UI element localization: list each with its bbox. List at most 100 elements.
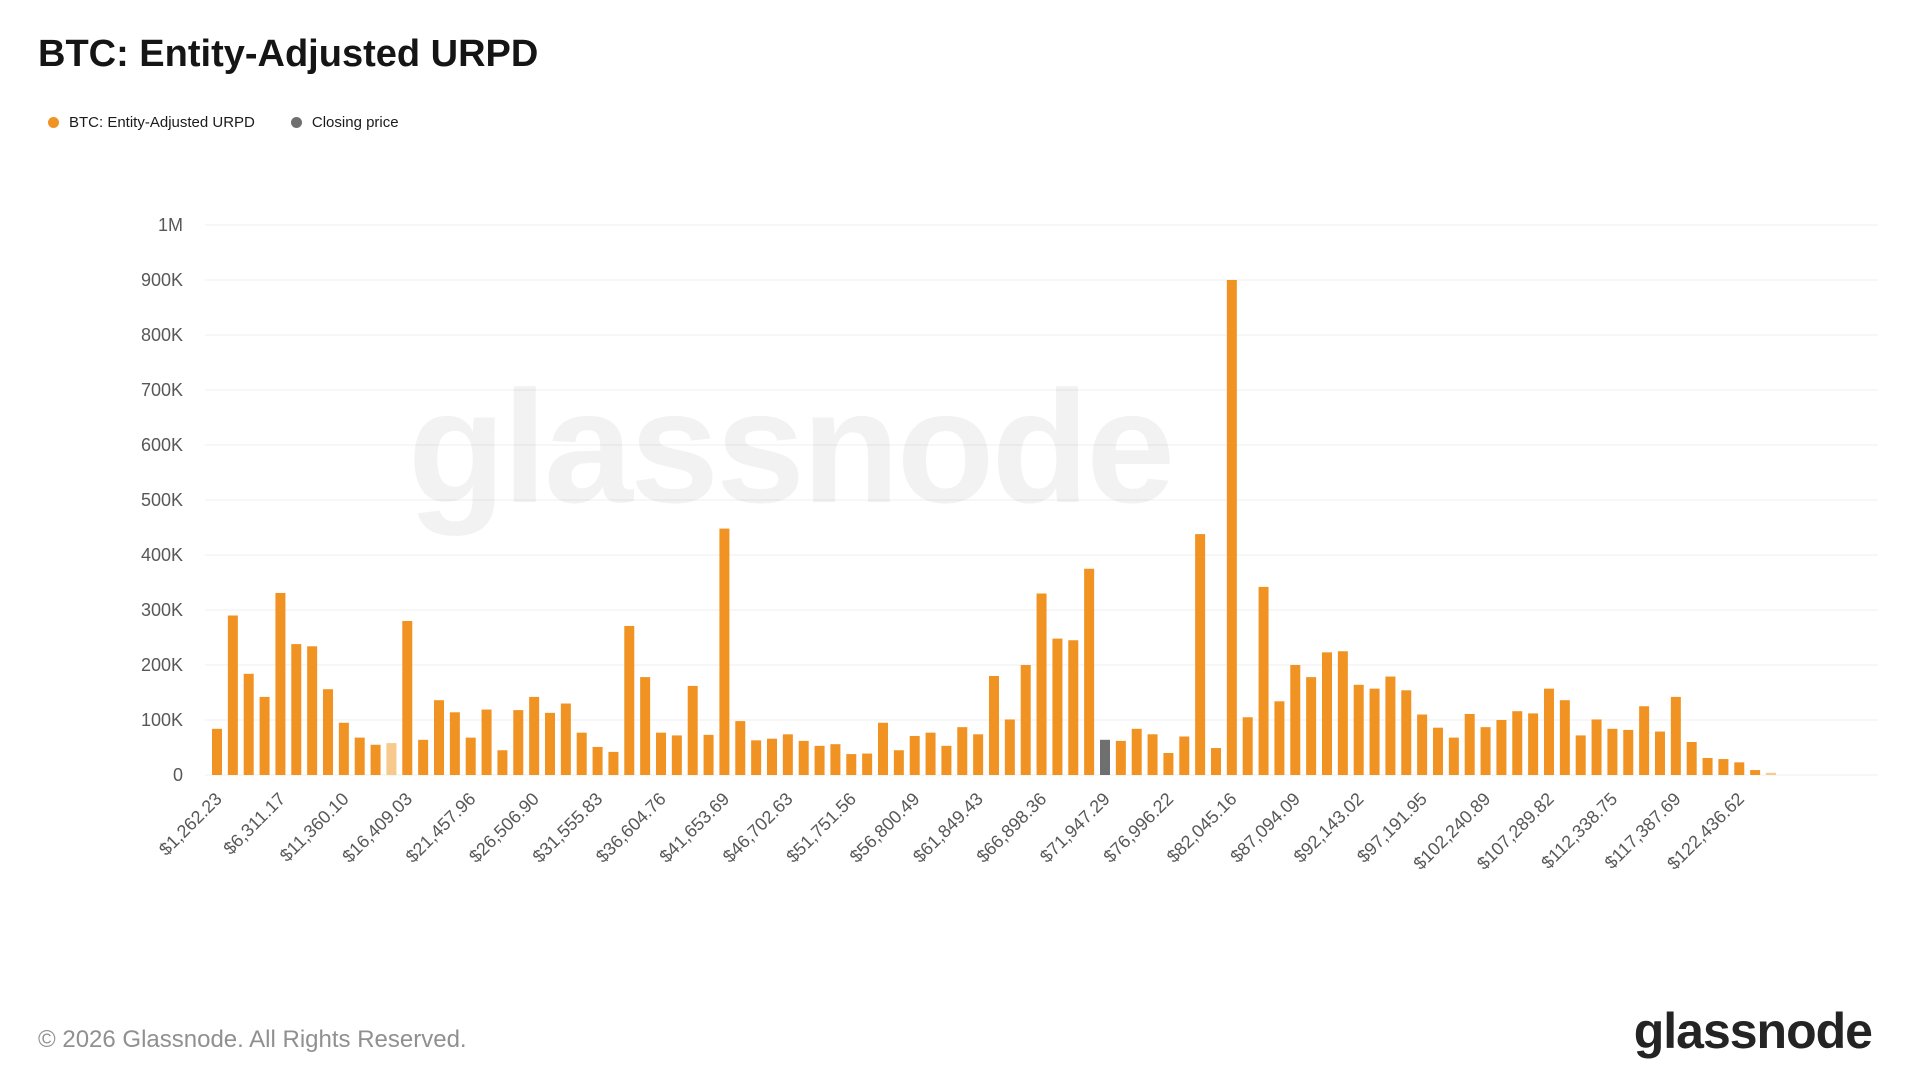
urpd-bar[interactable] (1068, 640, 1079, 775)
urpd-bar[interactable] (1512, 711, 1523, 775)
urpd-bar[interactable] (1639, 706, 1650, 775)
legend-item-urpd[interactable]: BTC: Entity-Adjusted URPD (48, 114, 255, 131)
urpd-bar[interactable] (465, 737, 476, 775)
urpd-bar[interactable] (909, 735, 920, 775)
urpd-bar[interactable] (227, 615, 238, 776)
urpd-bar[interactable] (386, 743, 397, 775)
urpd-bar[interactable] (1163, 753, 1174, 775)
urpd-bar[interactable] (1543, 688, 1554, 775)
closing-price-bar[interactable] (1099, 739, 1110, 775)
urpd-bar[interactable] (1496, 720, 1507, 775)
urpd-bar[interactable] (1765, 772, 1776, 775)
urpd-bar[interactable] (1750, 770, 1761, 775)
urpd-bar[interactable] (481, 709, 492, 775)
urpd-bar[interactable] (1734, 762, 1745, 775)
urpd-bar[interactable] (767, 738, 777, 775)
urpd-bar[interactable] (798, 740, 809, 775)
urpd-bar[interactable] (307, 646, 318, 775)
urpd-bar[interactable] (545, 712, 555, 775)
urpd-bar[interactable] (370, 744, 381, 775)
urpd-bar[interactable] (1004, 719, 1015, 775)
urpd-bar[interactable] (1369, 688, 1380, 775)
urpd-bar[interactable] (624, 625, 635, 775)
urpd-bar[interactable] (941, 745, 952, 775)
urpd-bar[interactable] (877, 722, 888, 775)
urpd-bar[interactable] (1131, 728, 1142, 775)
urpd-bar[interactable] (1147, 734, 1158, 775)
urpd-bar[interactable] (1274, 701, 1285, 775)
urpd-bar[interactable] (1559, 700, 1570, 775)
urpd-bar[interactable] (846, 754, 857, 775)
urpd-bar[interactable] (1591, 719, 1602, 775)
urpd-bar[interactable] (529, 696, 540, 775)
urpd-bar[interactable] (735, 721, 746, 775)
urpd-bar[interactable] (418, 739, 429, 775)
urpd-bar[interactable] (1623, 729, 1634, 775)
urpd-bar[interactable] (1353, 684, 1364, 775)
urpd-bar[interactable] (1290, 665, 1301, 775)
urpd-bar[interactable] (1195, 534, 1206, 775)
urpd-bar[interactable] (1417, 714, 1428, 776)
urpd-bar[interactable] (988, 676, 999, 775)
urpd-bar[interactable] (243, 673, 254, 775)
urpd-bar[interactable] (291, 644, 302, 775)
urpd-bar[interactable] (1020, 665, 1031, 775)
urpd-bar[interactable] (973, 734, 984, 775)
urpd-bar[interactable] (1607, 728, 1618, 775)
urpd-bar[interactable] (1432, 727, 1443, 775)
urpd-bar[interactable] (1464, 713, 1475, 775)
urpd-bar[interactable] (560, 703, 571, 776)
urpd-bar[interactable] (1337, 651, 1348, 775)
urpd-bar[interactable] (275, 592, 286, 775)
urpd-bar[interactable] (1385, 676, 1396, 775)
urpd-bar[interactable] (1226, 280, 1237, 775)
urpd-bar[interactable] (434, 700, 444, 775)
urpd-bar[interactable] (592, 746, 603, 775)
urpd-bar[interactable] (656, 732, 666, 775)
urpd-bar[interactable] (925, 732, 936, 775)
urpd-bar[interactable] (814, 745, 825, 775)
urpd-bar[interactable] (1242, 717, 1253, 775)
urpd-bar[interactable] (1480, 727, 1491, 775)
urpd-bar[interactable] (402, 621, 413, 775)
urpd-bar[interactable] (893, 750, 904, 775)
urpd-bar[interactable] (513, 710, 524, 775)
urpd-bar[interactable] (1401, 690, 1412, 775)
urpd-bar[interactable] (830, 744, 841, 775)
urpd-bar[interactable] (957, 727, 968, 775)
urpd-bar[interactable] (1686, 742, 1697, 775)
urpd-bar[interactable] (640, 677, 651, 775)
urpd-bar[interactable] (1210, 748, 1221, 775)
urpd-bar[interactable] (1084, 568, 1095, 775)
urpd-bar[interactable] (1575, 735, 1586, 775)
urpd-bar[interactable] (862, 753, 873, 775)
urpd-bar[interactable] (1321, 652, 1332, 775)
legend-item-closing-price[interactable]: Closing price (290, 114, 399, 131)
urpd-bar[interactable] (1448, 737, 1459, 775)
urpd-bar[interactable] (1052, 638, 1063, 775)
urpd-bar[interactable] (354, 737, 365, 775)
urpd-bar[interactable] (782, 734, 793, 775)
urpd-bar[interactable] (1654, 731, 1665, 775)
urpd-bar[interactable] (449, 712, 460, 775)
urpd-bar[interactable] (751, 740, 762, 775)
urpd-bar[interactable] (1718, 759, 1729, 775)
urpd-bar[interactable] (608, 751, 619, 775)
urpd-bar[interactable] (323, 689, 333, 775)
urpd-bar[interactable] (703, 734, 714, 775)
urpd-bar[interactable] (1036, 593, 1047, 776)
urpd-bar[interactable] (1670, 696, 1681, 775)
urpd-bar[interactable] (719, 528, 730, 775)
urpd-bar[interactable] (687, 685, 698, 775)
urpd-bar[interactable] (259, 696, 270, 775)
urpd-bar[interactable] (497, 750, 508, 775)
urpd-bar[interactable] (1258, 586, 1269, 775)
urpd-bar[interactable] (671, 735, 682, 775)
urpd-bar[interactable] (1528, 713, 1539, 775)
urpd-bar[interactable] (1702, 757, 1713, 775)
urpd-bar[interactable] (576, 732, 587, 775)
urpd-bar[interactable] (212, 728, 222, 775)
urpd-bar[interactable] (1115, 740, 1126, 775)
urpd-bar[interactable] (338, 722, 349, 775)
urpd-bar[interactable] (1306, 677, 1317, 775)
